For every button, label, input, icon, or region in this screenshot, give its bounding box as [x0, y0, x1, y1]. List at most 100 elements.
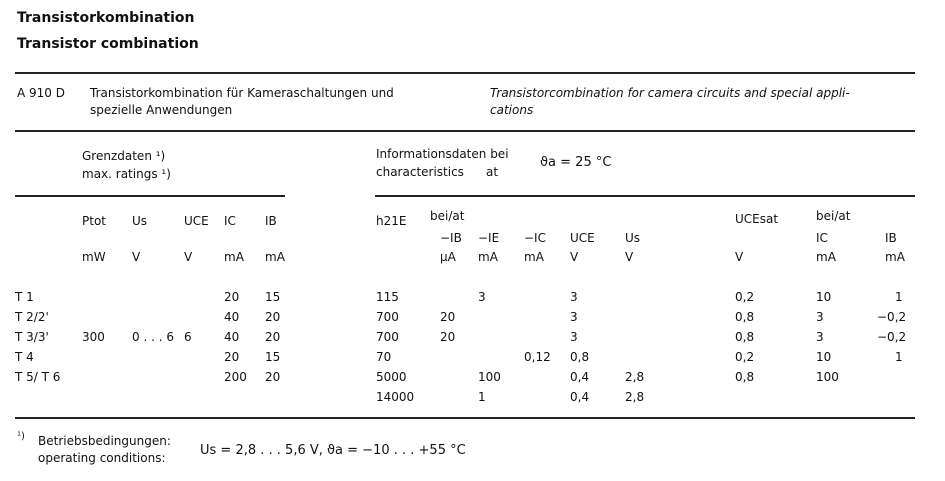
- divider: [15, 417, 915, 419]
- cell-ib2: 1: [895, 350, 903, 364]
- cell-ic: 200: [224, 370, 247, 384]
- cell-ucesat: 0,8: [735, 370, 755, 384]
- header-us: Us: [132, 214, 148, 228]
- header-ptot: Ptot: [82, 214, 106, 228]
- cell-ucesat: 0,2: [735, 350, 755, 364]
- cell-ib2: 1: [895, 290, 903, 304]
- unit-ic: mA: [224, 250, 244, 264]
- cell-ic: 20: [224, 290, 240, 304]
- cell-ucesat: 0,8: [735, 330, 755, 344]
- header-bei-at: bei/at: [430, 209, 465, 223]
- row-label: T 3/3': [15, 330, 49, 344]
- cell-mie: 3: [478, 290, 486, 304]
- cell-ic2: 10: [816, 350, 832, 364]
- cell-ucesat: 0,2: [735, 290, 755, 304]
- cell-uce2: 0,8: [570, 350, 590, 364]
- header-uce: UCE: [184, 214, 209, 228]
- cell-ptot: 300: [82, 330, 105, 344]
- unit-uce2: V: [570, 250, 579, 264]
- cell-ib: 20: [265, 370, 281, 384]
- limits-label-de: Grenzdaten ¹): [82, 149, 166, 163]
- type-number: A 910 D: [17, 86, 65, 100]
- row-label: T 4: [15, 350, 34, 364]
- cell-h21e: 14000: [376, 390, 415, 404]
- cell-uce2: 3: [570, 310, 578, 324]
- cell-ic2: 3: [816, 310, 824, 324]
- row-label: T 5/ T 6: [15, 370, 61, 384]
- divider: [15, 130, 915, 132]
- cell-us2: 2,8: [625, 390, 645, 404]
- cell-ic2: 3: [816, 330, 824, 344]
- cell-uce: 6: [184, 330, 192, 344]
- header-mic: −IC: [524, 231, 546, 245]
- divider: [15, 72, 915, 74]
- header-ic: IC: [224, 214, 236, 228]
- cell-ib2: −0,2: [877, 310, 907, 324]
- cell-uce2: 3: [570, 290, 578, 304]
- cell-ib: 20: [265, 310, 281, 324]
- row-label: T 2/2': [15, 310, 49, 324]
- title-en: Transistor combination: [17, 36, 199, 52]
- cell-h21e: 5000: [376, 370, 407, 384]
- cell-mib: 20: [440, 310, 456, 324]
- unit-mib: µA: [440, 250, 456, 264]
- temperature-condition: ϑa = 25 °C: [540, 155, 612, 170]
- char-label-en: characteristics: [376, 165, 464, 179]
- at-label: at: [486, 165, 499, 179]
- cell-ib: 20: [265, 330, 281, 344]
- cell-uce2: 3: [570, 330, 578, 344]
- footnote-de: Betriebsbedingungen:: [38, 434, 171, 448]
- header-ib2: IB: [885, 231, 897, 245]
- title-de: Transistorkombination: [17, 10, 195, 26]
- cell-h21e: 70: [376, 350, 392, 364]
- cell-ib: 15: [265, 290, 281, 304]
- cell-ib: 15: [265, 350, 281, 364]
- header-ic2: IC: [816, 231, 828, 245]
- description-en: Transistorcombination for camera circuit…: [490, 86, 850, 100]
- footnote-en: operating conditions:: [38, 451, 166, 465]
- cell-ic: 20: [224, 350, 240, 364]
- cell-ic: 40: [224, 310, 240, 324]
- unit-uce: V: [184, 250, 193, 264]
- unit-ic2: mA: [816, 250, 836, 264]
- cell-us: 0 . . . 6: [132, 330, 174, 344]
- header-bei-at: bei/at: [816, 209, 851, 223]
- cell-mie: 100: [478, 370, 501, 384]
- header-ucesat: UCEsat: [735, 212, 779, 226]
- header-h21e: h21E: [376, 214, 407, 228]
- header-mib: −IB: [440, 231, 462, 245]
- unit-ib2: mA: [885, 250, 905, 264]
- cell-ic: 40: [224, 330, 240, 344]
- row-label: T 1: [15, 290, 34, 304]
- unit-ucesat: V: [735, 250, 744, 264]
- header-uce2: UCE: [570, 231, 595, 245]
- cell-uce2: 0,4: [570, 390, 590, 404]
- cell-h21e: 700: [376, 330, 399, 344]
- cell-ic2: 10: [816, 290, 832, 304]
- description-de: Transistorkombination für Kameraschaltun…: [90, 86, 394, 100]
- unit-us2: V: [625, 250, 634, 264]
- divider: [15, 195, 285, 197]
- cell-mie: 1: [478, 390, 486, 404]
- unit-ib: mA: [265, 250, 285, 264]
- cell-mib: 20: [440, 330, 456, 344]
- cell-mic: 0,12: [524, 350, 551, 364]
- footnote-mark: ¹): [17, 431, 25, 442]
- cell-ic2: 100: [816, 370, 839, 384]
- unit-ptot: mW: [82, 250, 106, 264]
- unit-mic: mA: [524, 250, 544, 264]
- footnote-values: Us = 2,8 . . . 5,6 V, ϑa = −10 . . . +55…: [200, 443, 466, 458]
- divider: [375, 195, 915, 197]
- cell-us2: 2,8: [625, 370, 645, 384]
- char-label-de: Informationsdaten bei: [376, 147, 509, 161]
- cell-uce2: 0,4: [570, 370, 590, 384]
- description-de-2: spezielle Anwendungen: [90, 103, 233, 117]
- cell-ucesat: 0,8: [735, 310, 755, 324]
- cell-h21e: 700: [376, 310, 399, 324]
- unit-us: V: [132, 250, 141, 264]
- header-us2: Us: [625, 231, 641, 245]
- header-mie: −IE: [478, 231, 500, 245]
- cell-h21e: 115: [376, 290, 399, 304]
- description-en-2: cations: [490, 103, 534, 117]
